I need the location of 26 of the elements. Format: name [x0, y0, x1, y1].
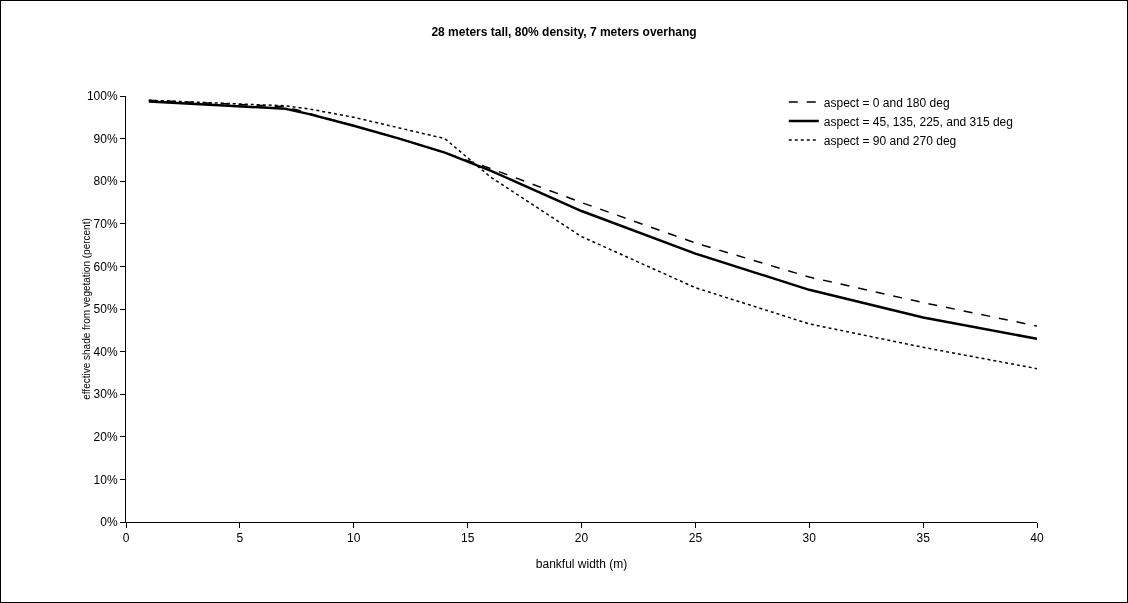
- y-tick-label: 0%: [100, 515, 118, 530]
- x-tick-label: 0: [122, 531, 130, 546]
- y-tick-label: 70%: [93, 217, 118, 231]
- x-tick-label: 30: [802, 531, 817, 546]
- x-tick-label: 40: [1030, 531, 1044, 546]
- x-axis-title: bankful width (m): [535, 557, 628, 571]
- y-tick-label: 60%: [93, 259, 118, 274]
- y-axis-title: effective shade from vegetation (percent): [80, 218, 92, 400]
- x-tick-label: 35: [916, 531, 931, 546]
- x-tick-label: 5: [236, 531, 244, 546]
- y-tick-label: 40%: [93, 344, 118, 359]
- legend-label: aspect = 90 and 270 deg: [823, 133, 957, 148]
- x-tick-label: 10: [347, 531, 361, 546]
- y-tick-label: 30%: [93, 387, 118, 402]
- y-tick-label: 50%: [93, 302, 118, 317]
- legend-label: aspect = 45, 135, 225, and 315 deg: [823, 114, 1013, 129]
- y-tick-label: 80%: [93, 174, 118, 189]
- x-tick-label: 20: [574, 531, 589, 546]
- x-tick-label: 25: [688, 531, 703, 546]
- chart-title: 28 meters tall, 80% density, 7 meters overhang: [431, 25, 697, 40]
- legend-label: aspect = 0 and 180 deg: [823, 95, 950, 110]
- y-tick-label: 100%: [86, 89, 118, 104]
- y-tick-label: 10%: [93, 472, 118, 487]
- x-tick-label: 15: [460, 531, 475, 546]
- y-tick-label: 90%: [93, 131, 118, 146]
- y-tick-label: 20%: [93, 430, 118, 444]
